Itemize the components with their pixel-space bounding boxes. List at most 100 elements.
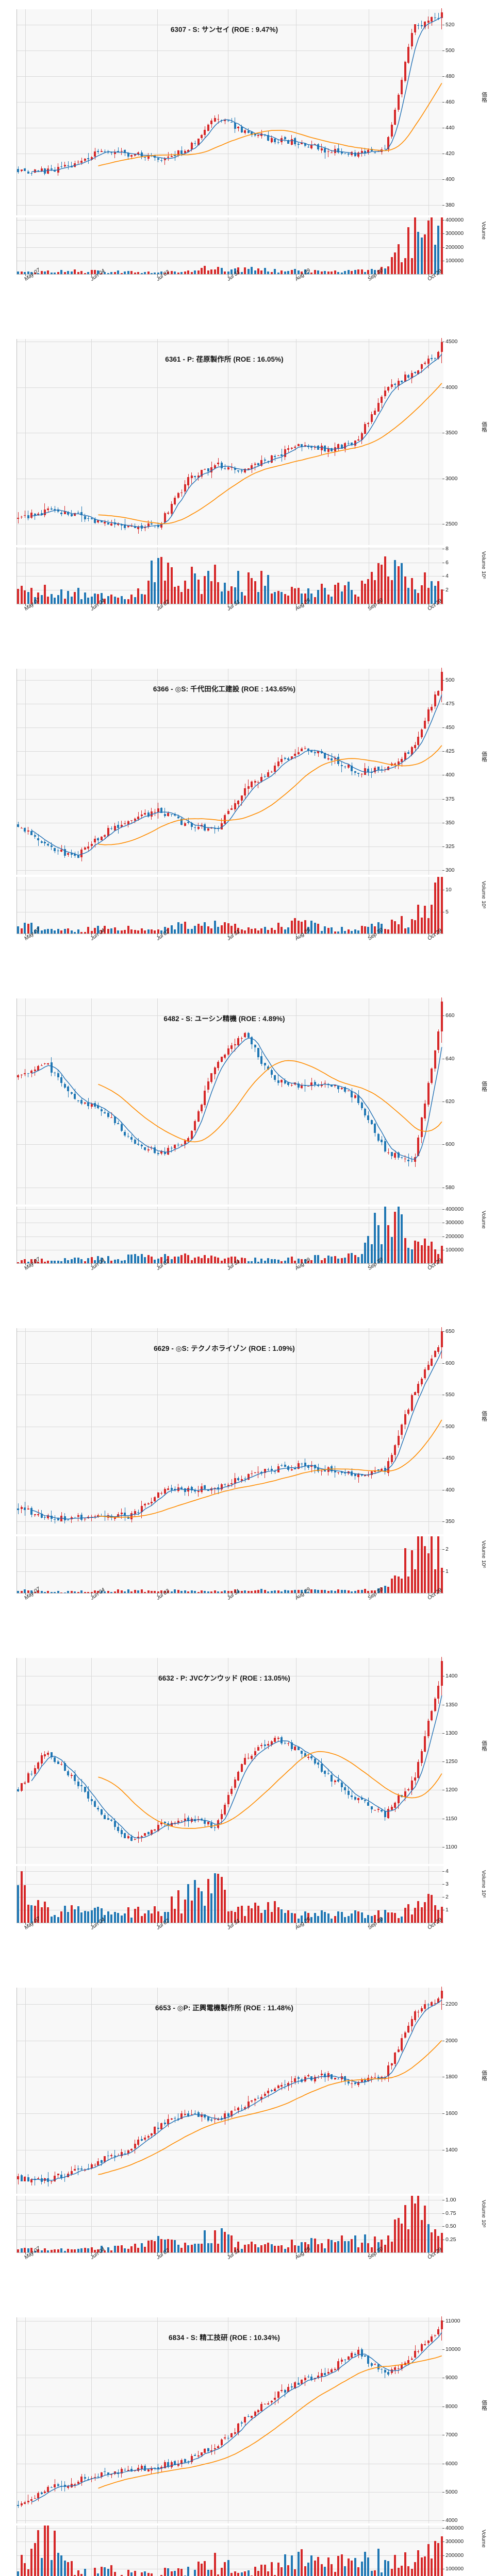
volume-bar xyxy=(404,2205,406,2252)
grid-line-vertical xyxy=(25,217,26,274)
volume-bar xyxy=(294,2569,296,2576)
volume-bar xyxy=(67,2248,70,2252)
volume-bar xyxy=(107,1911,109,1923)
grid-line-vertical xyxy=(428,1658,429,1864)
volume-bar xyxy=(301,271,303,274)
volume-bar xyxy=(210,269,213,274)
volume-bar xyxy=(381,1587,383,1593)
volume-bar xyxy=(17,1591,20,1593)
volume-bar xyxy=(230,2573,233,2576)
grid-line-horizontal xyxy=(16,1761,443,1762)
volume-bar xyxy=(314,2561,316,2576)
candle-body xyxy=(244,468,246,472)
candle-body xyxy=(230,1045,233,1049)
volume-bar xyxy=(100,1591,103,1593)
candle-body xyxy=(204,469,206,470)
volume-bar xyxy=(364,1918,366,1923)
volume-bar xyxy=(263,1909,266,1923)
candle-body xyxy=(107,1818,109,1820)
volume-bar xyxy=(290,921,293,934)
candle-wick xyxy=(64,2174,65,2182)
volume-bar xyxy=(384,929,386,934)
axis-spine xyxy=(16,274,443,275)
x-axis-tick-mark xyxy=(25,2252,26,2255)
volume-axis-tick: 200000 xyxy=(442,2552,464,2558)
candle-body xyxy=(420,1379,423,1385)
candle-wick xyxy=(71,2166,72,2176)
candle-body xyxy=(50,1752,53,1757)
volume-bar xyxy=(304,920,306,934)
volume-bar xyxy=(147,1910,150,1923)
volume-bar xyxy=(284,2554,286,2576)
candle-body xyxy=(34,1768,36,1774)
candle-body xyxy=(84,159,86,161)
price-axis-tick: 620 xyxy=(442,1098,455,1105)
volume-axis-tick: 4 xyxy=(442,1868,449,1874)
volume-bar xyxy=(274,2246,276,2252)
candle-body xyxy=(217,1487,220,1489)
candle-body xyxy=(27,515,29,519)
candle-body xyxy=(201,470,203,477)
volume-bar xyxy=(244,930,246,934)
candle-body xyxy=(70,514,73,517)
grid-line-horizontal xyxy=(16,870,443,871)
candle-body xyxy=(43,1063,46,1064)
volume-bar xyxy=(207,1258,209,1263)
price-plot-area xyxy=(16,8,443,215)
volume-axis-tick: 100000 xyxy=(442,257,464,264)
candle-body xyxy=(401,79,403,95)
volume-bar xyxy=(431,1895,433,1923)
candle-body xyxy=(160,1822,163,1825)
candle-body xyxy=(420,25,423,26)
volume-bar xyxy=(30,272,33,274)
candle-wick xyxy=(138,812,139,821)
candle-body xyxy=(280,454,283,456)
candle-body xyxy=(263,1063,266,1066)
volume-bar xyxy=(37,926,40,934)
candle-body xyxy=(317,1762,320,1765)
candle-wick xyxy=(101,148,102,152)
candle-body xyxy=(310,2376,313,2380)
volume-bar xyxy=(87,1592,90,1593)
candle-body xyxy=(230,1788,233,1794)
volume-bar xyxy=(390,1579,393,1593)
volume-bar xyxy=(54,597,56,604)
candle-wick xyxy=(338,2078,339,2079)
volume-bar xyxy=(414,2204,416,2252)
candle-body xyxy=(314,144,316,145)
price-axis-tick: 380 xyxy=(442,202,455,208)
candle-body xyxy=(60,512,63,514)
volume-bar xyxy=(244,2571,246,2576)
candle-body xyxy=(120,1830,123,1835)
candle-body xyxy=(344,1087,346,1092)
volume-bar xyxy=(213,1873,216,1923)
price-axis-tick: 1600 xyxy=(442,2110,458,2117)
volume-bar xyxy=(50,594,53,604)
chart-title: 6629 - ◎S: テクノホライゾン (ROE : 1.09%) xyxy=(154,1345,295,1352)
candle-body xyxy=(144,813,146,815)
candle-body xyxy=(60,1077,63,1083)
volume-bar xyxy=(307,1913,309,1923)
volume-bar xyxy=(247,2244,250,2252)
candle-body xyxy=(404,753,406,760)
volume-bar xyxy=(424,572,426,604)
candle-wick xyxy=(41,510,42,516)
volume-bar xyxy=(37,1261,40,1263)
volume-bar xyxy=(394,560,397,604)
volume-bar xyxy=(263,586,266,604)
volume-bar xyxy=(377,1588,380,1593)
volume-bar xyxy=(94,2249,96,2252)
candle-body xyxy=(160,160,163,161)
moving-average-line xyxy=(31,1695,442,1839)
volume-bar xyxy=(180,2248,183,2252)
volume-bar xyxy=(110,2250,113,2252)
price-axis-tick: 1400 xyxy=(442,1673,458,1680)
volume-bar xyxy=(277,2246,279,2252)
candle-body xyxy=(34,169,36,173)
candle-body xyxy=(287,758,290,760)
candle-body xyxy=(280,138,283,142)
price-axis-tick: 1800 xyxy=(442,2074,458,2080)
candle-body xyxy=(331,2369,333,2372)
volume-bar xyxy=(87,272,90,274)
price-axis-tick: 425 xyxy=(442,748,455,755)
